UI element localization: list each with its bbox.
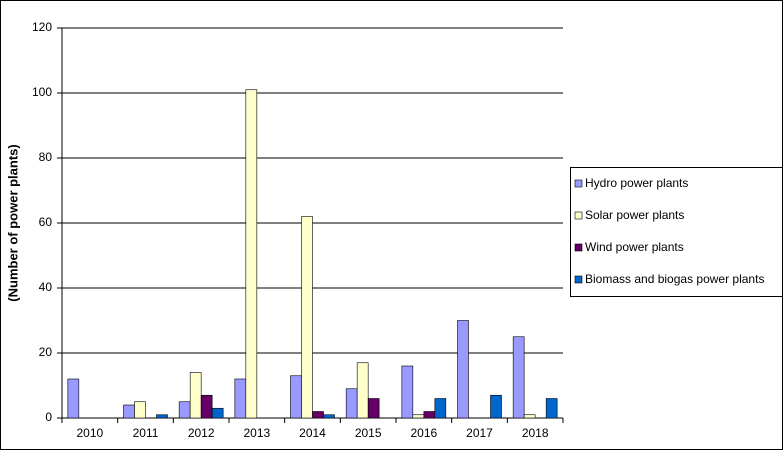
legend-label: Biomass and biogas power plants — [585, 272, 764, 286]
x-tick-label: 2011 — [133, 426, 159, 440]
bar — [323, 414, 335, 419]
bar — [401, 365, 414, 419]
bar — [67, 378, 80, 419]
bar — [523, 414, 536, 419]
y-tick-label: 0 — [45, 410, 52, 424]
bar — [301, 216, 313, 419]
bar — [312, 411, 324, 419]
bar — [189, 372, 202, 419]
bar — [345, 388, 358, 419]
legend-swatch — [574, 179, 583, 188]
bar — [178, 401, 191, 419]
x-tick-label: 2017 — [466, 426, 493, 440]
y-tick-label: 100 — [32, 85, 52, 99]
y-tick-label: 60 — [39, 215, 53, 229]
x-tick-label: 2018 — [522, 426, 549, 440]
bar — [423, 411, 436, 419]
x-tick-label: 2014 — [299, 426, 326, 440]
bar — [134, 401, 146, 419]
bar — [356, 362, 369, 419]
bar — [457, 320, 469, 419]
legend-label: Solar power plants — [585, 208, 684, 222]
y-tick-label: 80 — [39, 150, 53, 164]
x-tick-label: 2016 — [410, 426, 437, 440]
x-tick-label: 2010 — [76, 426, 103, 440]
y-tick-label: 20 — [39, 345, 53, 359]
bar — [200, 394, 213, 419]
y-axis-label: (Number of power plants) — [5, 144, 20, 301]
legend-label: Wind power plants — [585, 240, 684, 254]
legend-box — [570, 167, 783, 297]
bar — [434, 398, 447, 419]
bar — [412, 414, 425, 419]
bar — [156, 414, 168, 419]
legend-swatch — [574, 275, 583, 284]
legend-swatch — [574, 243, 583, 252]
legend-swatch — [574, 211, 583, 220]
x-tick-label: 2015 — [355, 426, 382, 440]
bar — [512, 336, 525, 419]
bar — [490, 394, 502, 419]
bar — [123, 404, 135, 419]
bar — [234, 378, 247, 419]
x-tick-label: 2013 — [243, 426, 270, 440]
x-tick-label: 2012 — [188, 426, 215, 440]
legend-label: Hydro power plants — [585, 176, 688, 190]
bar — [290, 375, 302, 419]
y-tick-label: 40 — [39, 280, 53, 294]
bar — [211, 407, 224, 419]
y-tick-label: 120 — [32, 20, 52, 34]
bar — [545, 398, 558, 419]
bar — [367, 398, 380, 419]
bar — [245, 89, 258, 419]
